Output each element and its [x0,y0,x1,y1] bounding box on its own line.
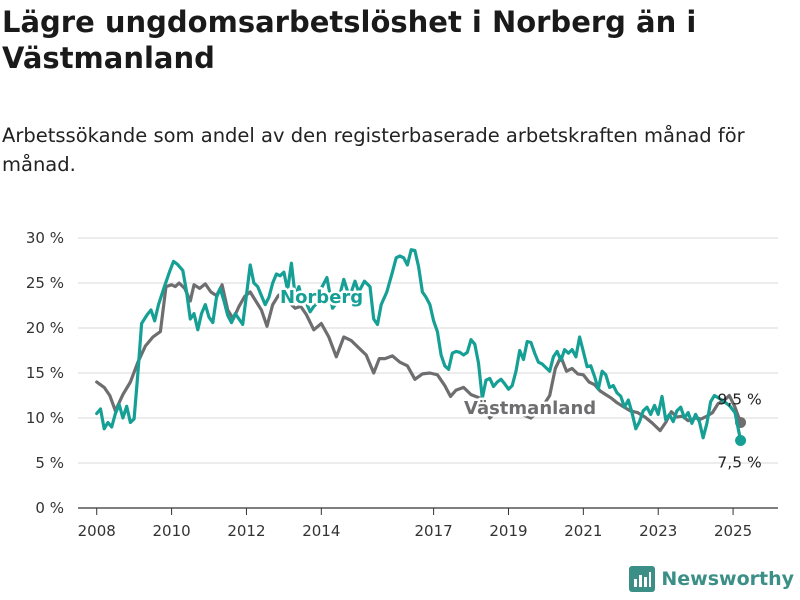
end-label-norberg: 7,5 % [717,454,761,472]
x-tick-label: 2012 [227,522,265,540]
newsworthy-logo-icon [629,566,656,592]
end-label-vastmanland: 9,5 % [717,391,761,409]
y-tick-label: 15 % [26,364,64,382]
y-axis: 0 % 5 % 10 % 15 % 20 % 25 % 30 % [26,229,64,517]
y-tick-label: 30 % [26,229,64,247]
y-tick-label: 10 % [26,409,64,427]
y-tick-label: 0 % [35,499,64,517]
chart-subtitle: Arbetssökande som andel av den registerb… [2,124,745,176]
x-tick-label: 2019 [489,522,527,540]
x-tick-label: 2025 [714,522,752,540]
x-tick-label: 2014 [302,522,340,540]
x-axis: 2008 2010 2012 2014 2017 2019 2021 2023 2025 [78,508,752,540]
x-tick-label: 2023 [639,522,677,540]
x-tick-label: 2010 [152,522,190,540]
chart-title: Lägre ungdomsarbetslöshet i Norberg än i… [2,5,697,75]
y-tick-label: 5 % [35,454,64,472]
x-tick-label: 2008 [78,522,116,540]
series-lines [95,248,747,446]
series-label-norberg: Norberg [280,287,363,308]
y-tick-label: 20 % [26,319,64,337]
series-label-vastmanland: Västmanland [464,398,596,419]
brand-logo: Newsworthy [629,564,794,594]
x-tick-label: 2017 [415,522,453,540]
series-end-point [735,435,747,446]
y-tick-label: 25 % [26,274,64,292]
series-line-norberg [95,248,743,443]
series-labels: Norberg Västmanland 9,5 % 7,5 % [278,285,762,472]
x-tick-label: 2021 [564,522,602,540]
brand-name: Newsworthy [661,568,794,590]
